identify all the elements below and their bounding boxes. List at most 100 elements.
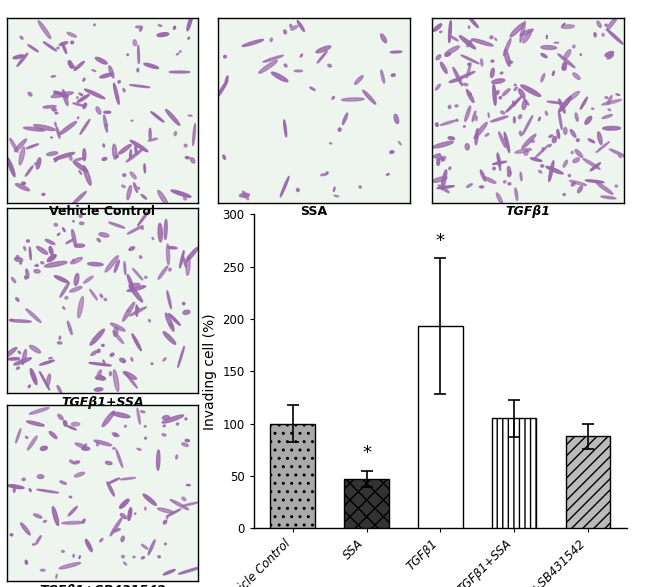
Ellipse shape [441, 156, 446, 161]
Ellipse shape [158, 25, 162, 26]
Ellipse shape [158, 266, 168, 279]
Ellipse shape [51, 92, 73, 97]
Ellipse shape [34, 514, 42, 518]
Ellipse shape [47, 255, 56, 262]
Ellipse shape [103, 360, 105, 364]
Ellipse shape [468, 63, 470, 66]
Ellipse shape [157, 508, 174, 513]
Ellipse shape [121, 536, 124, 542]
Ellipse shape [113, 529, 120, 532]
Ellipse shape [310, 87, 315, 90]
Ellipse shape [80, 119, 90, 134]
Ellipse shape [54, 91, 68, 96]
Ellipse shape [557, 130, 560, 139]
Ellipse shape [541, 73, 545, 82]
Ellipse shape [504, 132, 510, 153]
Ellipse shape [116, 449, 123, 467]
Ellipse shape [140, 411, 145, 413]
Ellipse shape [381, 70, 385, 83]
Ellipse shape [35, 536, 41, 545]
Ellipse shape [157, 33, 169, 36]
Ellipse shape [25, 276, 27, 279]
Ellipse shape [79, 214, 82, 217]
Ellipse shape [124, 562, 127, 565]
Ellipse shape [520, 21, 525, 42]
Ellipse shape [512, 102, 514, 104]
Ellipse shape [120, 358, 125, 362]
Ellipse shape [73, 554, 74, 557]
Ellipse shape [90, 289, 97, 300]
Ellipse shape [448, 105, 451, 109]
Ellipse shape [571, 182, 575, 186]
Ellipse shape [554, 42, 559, 43]
Ellipse shape [586, 180, 604, 183]
Ellipse shape [296, 188, 299, 191]
Ellipse shape [96, 377, 102, 380]
Ellipse shape [72, 259, 74, 262]
Ellipse shape [183, 257, 186, 267]
Ellipse shape [14, 258, 23, 261]
Ellipse shape [436, 123, 438, 126]
Ellipse shape [449, 78, 462, 83]
Ellipse shape [29, 247, 31, 260]
Text: Vehicle Control: Vehicle Control [49, 205, 155, 218]
Ellipse shape [463, 83, 468, 86]
Ellipse shape [387, 174, 389, 175]
Ellipse shape [592, 108, 594, 109]
Ellipse shape [453, 68, 462, 86]
Ellipse shape [596, 141, 609, 153]
Ellipse shape [120, 499, 129, 508]
Ellipse shape [187, 247, 198, 261]
Ellipse shape [541, 165, 543, 167]
Ellipse shape [90, 329, 105, 345]
Ellipse shape [506, 96, 522, 112]
Ellipse shape [300, 54, 302, 57]
Ellipse shape [152, 238, 153, 239]
Ellipse shape [542, 147, 543, 151]
Ellipse shape [263, 55, 283, 62]
Ellipse shape [35, 265, 38, 266]
Ellipse shape [141, 556, 144, 559]
Bar [270, 424, 315, 528]
Ellipse shape [168, 247, 177, 249]
Ellipse shape [469, 93, 471, 95]
Ellipse shape [162, 434, 166, 436]
Ellipse shape [467, 63, 471, 78]
Ellipse shape [25, 436, 28, 438]
Ellipse shape [549, 161, 554, 181]
Ellipse shape [332, 96, 334, 99]
Ellipse shape [52, 507, 58, 525]
Ellipse shape [520, 172, 522, 181]
Ellipse shape [40, 360, 54, 365]
Ellipse shape [467, 40, 472, 47]
Ellipse shape [601, 196, 616, 199]
Ellipse shape [338, 128, 341, 131]
Ellipse shape [504, 139, 507, 140]
Ellipse shape [94, 388, 103, 391]
Ellipse shape [190, 158, 195, 163]
Ellipse shape [567, 92, 579, 101]
Ellipse shape [116, 155, 118, 157]
Ellipse shape [65, 296, 68, 299]
Bar [344, 479, 389, 528]
Ellipse shape [610, 149, 629, 158]
Ellipse shape [158, 190, 168, 205]
Ellipse shape [562, 23, 565, 26]
Ellipse shape [541, 53, 547, 58]
Ellipse shape [508, 183, 511, 185]
Ellipse shape [79, 556, 80, 558]
Ellipse shape [504, 38, 511, 56]
Ellipse shape [166, 110, 180, 126]
Ellipse shape [461, 55, 479, 64]
Ellipse shape [170, 500, 188, 510]
Ellipse shape [129, 247, 135, 251]
Ellipse shape [167, 291, 172, 309]
Ellipse shape [135, 513, 136, 514]
Ellipse shape [163, 569, 175, 575]
Ellipse shape [118, 144, 131, 154]
Ellipse shape [99, 375, 105, 379]
Ellipse shape [493, 85, 496, 105]
Ellipse shape [28, 45, 38, 52]
Ellipse shape [115, 156, 118, 158]
Ellipse shape [381, 34, 387, 43]
